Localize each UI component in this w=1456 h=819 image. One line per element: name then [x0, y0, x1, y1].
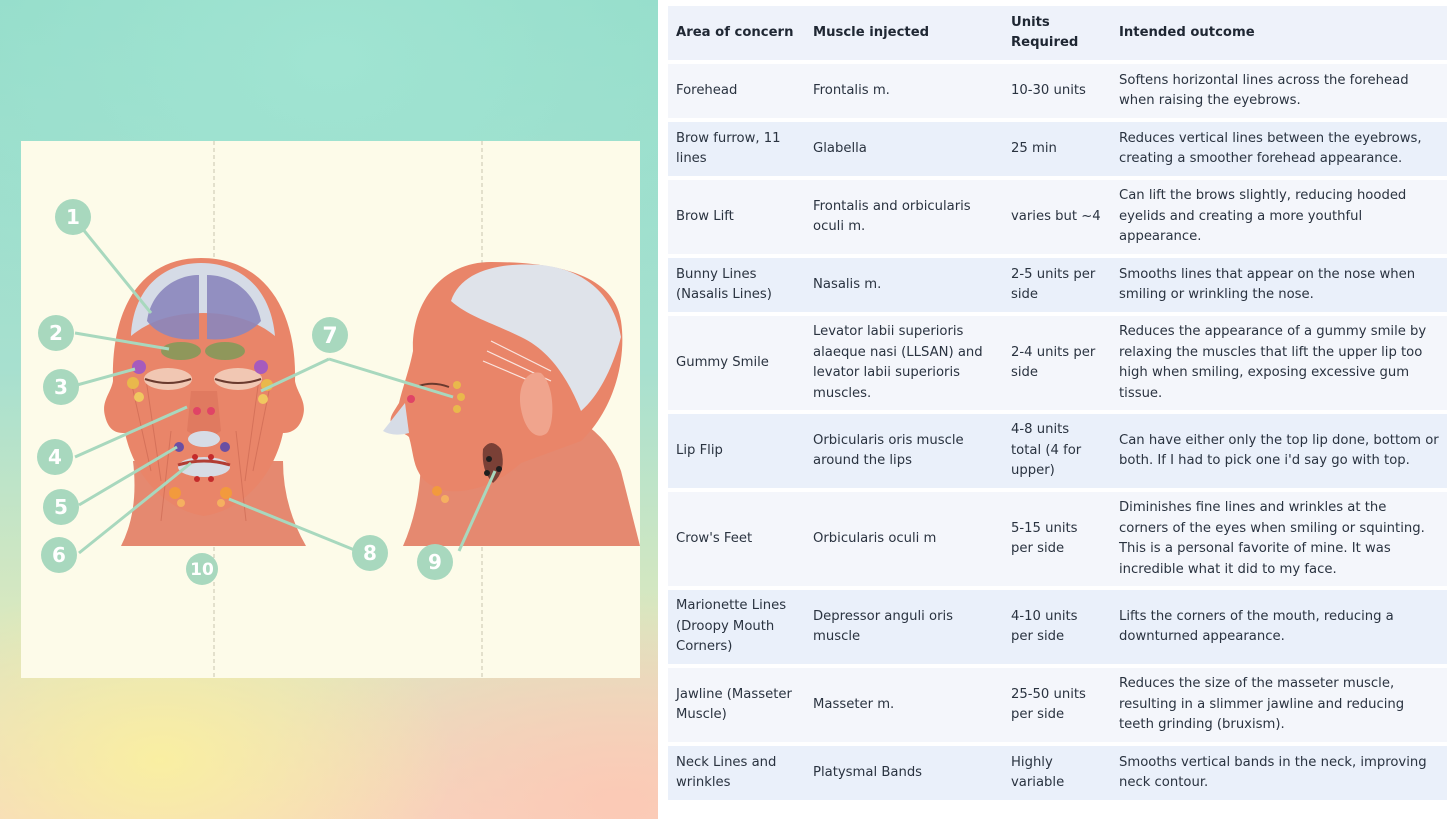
callout-10: 10 [186, 553, 218, 585]
table-row: Neck Lines and wrinkles Platysmal Bands … [668, 746, 1447, 800]
table-row: Forehead Frontalis m. 10-30 units Soften… [668, 64, 1447, 118]
cell-units: 2-4 units per side [1003, 316, 1111, 410]
treatment-table-panel: Area of concern Muscle injected Units Re… [658, 0, 1456, 819]
callout-4: 4 [37, 439, 73, 475]
cell-muscle: Frontalis and orbicularis oculi m. [805, 180, 1003, 254]
cell-units: varies but ~4 [1003, 180, 1111, 254]
table-row: Lip Flip Orbicularis oris muscle around … [668, 414, 1447, 488]
table-row: Marionette Lines (Droopy Mouth Corners) … [668, 590, 1447, 664]
cell-area: Bunny Lines (Nasalis Lines) [668, 258, 805, 312]
cell-outcome: Can have either only the top lip done, b… [1111, 414, 1447, 488]
cell-outcome: Lifts the corners of the mouth, reducing… [1111, 590, 1447, 664]
callout-5: 5 [43, 489, 79, 525]
callout-6-number: 6 [52, 543, 66, 567]
injection-sites-diagram: 1 2 3 4 5 6 7 8 9 10 [37, 141, 640, 678]
cell-outcome: Softens horizontal lines across the fore… [1111, 64, 1447, 118]
callout-7: 7 [312, 317, 348, 353]
cell-units: 5-15 units per side [1003, 492, 1111, 586]
cell-units: Highly variable [1003, 746, 1111, 800]
cell-outcome: Smooths vertical bands in the neck, impr… [1111, 746, 1447, 800]
callout-8: 8 [352, 535, 388, 571]
header-intended-outcome: Intended outcome [1111, 6, 1447, 60]
cell-area: Neck Lines and wrinkles [668, 746, 805, 800]
header-area-of-concern: Area of concern [668, 6, 805, 60]
treatment-table: Area of concern Muscle injected Units Re… [668, 2, 1447, 804]
cell-area: Gummy Smile [668, 316, 805, 410]
callout-2: 2 [38, 315, 74, 351]
callout-9-number: 9 [428, 550, 442, 574]
cell-outcome: Diminishes fine lines and wrinkles at th… [1111, 492, 1447, 586]
cell-muscle: Masseter m. [805, 668, 1003, 742]
cell-area: Brow Lift [668, 180, 805, 254]
cell-muscle: Orbicularis oculi m [805, 492, 1003, 586]
cell-area: Forehead [668, 64, 805, 118]
cell-outcome: Reduces the size of the masseter muscle,… [1111, 668, 1447, 742]
cell-outcome: Reduces the appearance of a gummy smile … [1111, 316, 1447, 410]
cell-muscle: Platysmal Bands [805, 746, 1003, 800]
cell-units: 4-8 units total (4 for upper) [1003, 414, 1111, 488]
callout-9: 9 [417, 544, 453, 580]
cell-area: Crow's Feet [668, 492, 805, 586]
cell-units: 2-5 units per side [1003, 258, 1111, 312]
callout-7-number: 7 [322, 324, 337, 349]
cell-muscle: Frontalis m. [805, 64, 1003, 118]
cell-units: 25-50 units per side [1003, 668, 1111, 742]
cell-area: Brow furrow, 11 lines [668, 122, 805, 176]
table-row: Brow Lift Frontalis and orbicularis ocul… [668, 180, 1447, 254]
callout-3: 3 [43, 369, 79, 405]
cell-outcome: Can lift the brows slightly, reducing ho… [1111, 180, 1447, 254]
side-head-illustration [383, 262, 640, 546]
cell-area: Marionette Lines (Droopy Mouth Corners) [668, 590, 805, 664]
cell-units: 25 min [1003, 122, 1111, 176]
callout-6: 6 [41, 537, 77, 573]
cell-muscle: Orbicularis oris muscle around the lips [805, 414, 1003, 488]
callout-10-number: 10 [190, 560, 214, 580]
header-units-required: Units Required [1003, 6, 1111, 60]
table-row: Bunny Lines (Nasalis Lines) Nasalis m. 2… [668, 258, 1447, 312]
cell-muscle: Nasalis m. [805, 258, 1003, 312]
callout-3-number: 3 [54, 375, 68, 399]
callout-1-number: 1 [66, 205, 80, 229]
callout-lines [71, 216, 497, 555]
callout-4-number: 4 [48, 445, 62, 469]
cell-area: Lip Flip [668, 414, 805, 488]
table-row: Brow furrow, 11 lines Glabella 25 min Re… [668, 122, 1447, 176]
anatomy-figure: 1 2 3 4 5 6 7 8 9 10 [21, 141, 640, 678]
table-row: Gummy Smile Levator labii superioris ala… [668, 316, 1447, 410]
table-row: Jawline (Masseter Muscle) Masseter m. 25… [668, 668, 1447, 742]
callout-1: 1 [55, 199, 91, 235]
cell-outcome: Reduces vertical lines between the eyebr… [1111, 122, 1447, 176]
cell-units: 10-30 units [1003, 64, 1111, 118]
cell-outcome: Smooths lines that appear on the nose wh… [1111, 258, 1447, 312]
cell-muscle: Levator labii superioris alaeque nasi (L… [805, 316, 1003, 410]
callout-8-number: 8 [363, 541, 377, 565]
callout-5-number: 5 [54, 495, 68, 519]
table-row: Crow's Feet Orbicularis oculi m 5-15 uni… [668, 492, 1447, 586]
front-head-illustration [104, 258, 306, 546]
cell-units: 4-10 units per side [1003, 590, 1111, 664]
table-header-row: Area of concern Muscle injected Units Re… [668, 6, 1447, 60]
cell-area: Jawline (Masseter Muscle) [668, 668, 805, 742]
cell-muscle: Glabella [805, 122, 1003, 176]
header-muscle-injected: Muscle injected [805, 6, 1003, 60]
callout-2-number: 2 [49, 321, 63, 345]
cell-muscle: Depressor anguli oris muscle [805, 590, 1003, 664]
